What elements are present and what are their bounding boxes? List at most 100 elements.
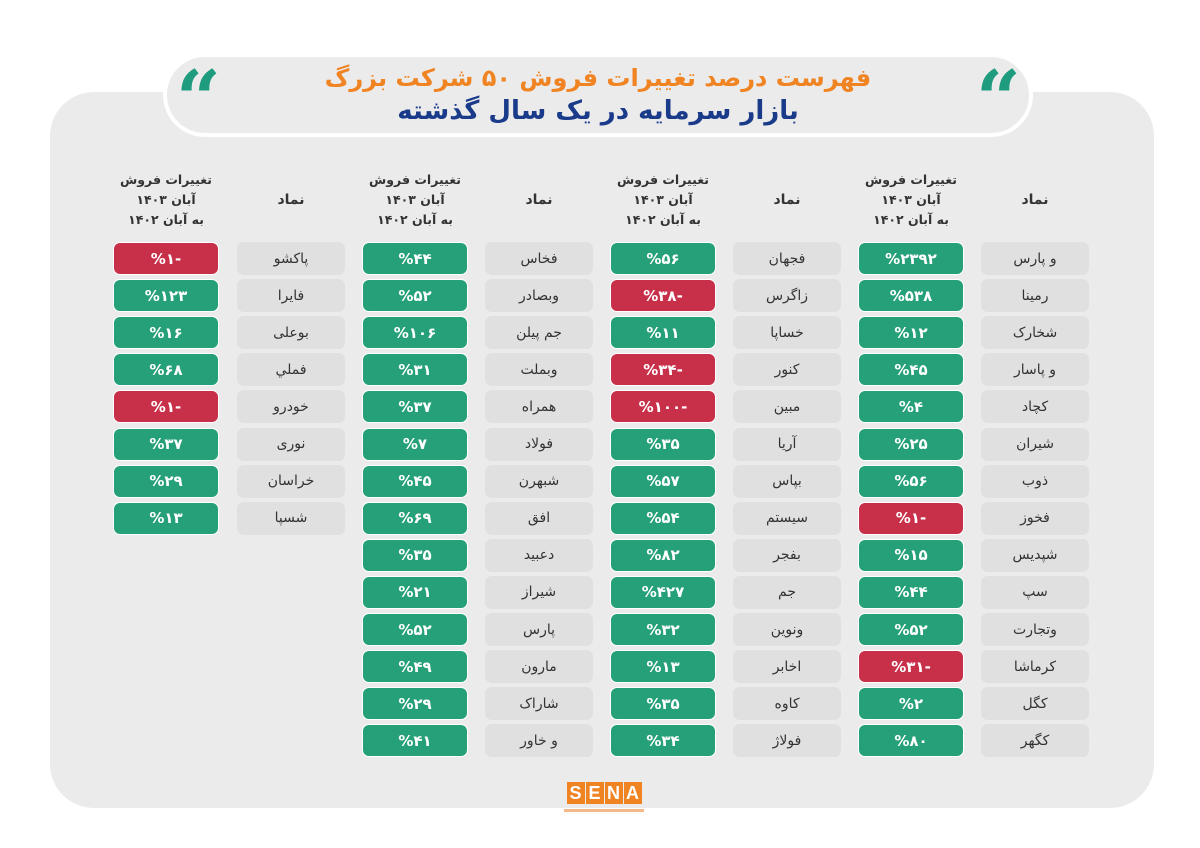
change-badge-positive: %۵۶ [858, 464, 964, 498]
change-badge-positive: %۱۳ [113, 501, 219, 535]
change-badge-positive: %۴۱ [362, 724, 468, 758]
symbol-cell: و خاور [485, 724, 593, 758]
title-line-2: بازار سرمایه در یک سال گذشته [397, 96, 799, 126]
symbol-cell: سیستم [733, 501, 841, 535]
symbol-cell: فجهان [733, 242, 841, 275]
change-badge-positive: %۳۷ [113, 427, 219, 461]
symbol-cell: شیران [981, 427, 1089, 461]
change-badge-positive: %۲ [858, 687, 964, 721]
change-badge-negative: -%۱ [858, 501, 964, 535]
change-column-header: تغییرات فروش آبان ۱۴۰۳ به آبان ۱۴۰۲ [110, 170, 222, 230]
change-badge-positive: %۱۲۳ [113, 279, 219, 313]
change-badge-positive: %۴۲۷ [610, 575, 716, 609]
change-badge-positive: %۱۶ [113, 316, 219, 350]
change-badge-positive: %۲۳۹۲ [858, 242, 964, 275]
change-badge-negative: -%۱ [113, 242, 219, 275]
symbol-cell: همراه [485, 390, 593, 424]
change-badge-positive: %۳۷ [362, 390, 468, 424]
change-header-line-2: آبان ۱۴۰۳ [633, 192, 693, 207]
symbol-cell: وتجارت [981, 613, 1089, 646]
change-header-line-2: آبان ۱۴۰۳ [881, 192, 941, 207]
logo-letter: S [566, 782, 585, 804]
logo-letter: E [585, 782, 604, 804]
change-header-line-1: تغییرات فروش [369, 172, 461, 187]
symbol-cell: کرماشا [981, 650, 1089, 684]
change-badge-positive: %۸۰ [858, 724, 964, 758]
symbol-cell: خساپا [733, 316, 841, 350]
symbol-cell: وبصادر [485, 279, 593, 313]
symbol-cell: شپدیس [981, 538, 1089, 572]
change-badge-negative: -%۱ [113, 390, 219, 424]
symbol-cell: شخارک [981, 316, 1089, 350]
open-quote-icon: “ [176, 54, 221, 145]
change-badge-positive: %۵۳۸ [858, 279, 964, 313]
change-column-header: تغییرات فروش آبان ۱۴۰۳ به آبان ۱۴۰۲ [359, 170, 471, 230]
change-header-line-3: به آبان ۱۴۰۲ [128, 212, 204, 227]
symbol-column-header: نماد [277, 192, 305, 208]
symbol-cell: بپاس [733, 464, 841, 498]
symbol-cell: فولاد [485, 427, 593, 461]
symbol-cell: اخابر [733, 650, 841, 684]
symbol-cell: پارس [485, 613, 593, 646]
change-badge-positive: %۱۵ [858, 538, 964, 572]
change-badge-positive: %۳۵ [362, 538, 468, 572]
change-badge-positive: %۳۲ [610, 613, 716, 646]
symbol-cell: سپ [981, 575, 1089, 609]
change-header-line-3: به آبان ۱۴۰۲ [625, 212, 701, 227]
symbol-cell: شسپا [237, 501, 345, 535]
change-badge-negative: -%۳۴ [610, 353, 716, 387]
symbol-cell: وبملت [485, 353, 593, 387]
symbol-cell: دعبید [485, 538, 593, 572]
symbol-cell: نوری [237, 427, 345, 461]
symbol-column-header: نماد [525, 192, 553, 208]
symbol-cell: جم [733, 575, 841, 609]
change-badge-positive: %۳۱ [362, 353, 468, 387]
logo-tagline-bar [564, 809, 644, 812]
change-header-line-1: تغییرات فروش [120, 172, 212, 187]
change-badge-positive: %۱۰۶ [362, 316, 468, 350]
title-banner: فهرست درصد تغییرات فروش ۵۰ شرکت بزرگ باز… [163, 53, 1033, 137]
symbol-cell: مبین [733, 390, 841, 424]
change-badge-positive: %۵۲ [362, 613, 468, 646]
symbol-cell: کگل [981, 687, 1089, 721]
symbol-cell: و پاسار [981, 353, 1089, 387]
change-badge-positive: %۵۶ [610, 242, 716, 275]
change-badge-positive: %۶۹ [362, 501, 468, 535]
change-badge-positive: %۳۴ [610, 724, 716, 758]
change-badge-positive: %۴۵ [858, 353, 964, 387]
symbol-cell: فولاژ [733, 724, 841, 758]
change-header-line-3: به آبان ۱۴۰۲ [873, 212, 949, 227]
change-badge-positive: %۴۴ [362, 242, 468, 275]
symbol-cell: خراسان [237, 464, 345, 498]
change-badge-positive: %۷ [362, 427, 468, 461]
change-badge-positive: %۲۵ [858, 427, 964, 461]
symbol-cell: فملي [237, 353, 345, 387]
symbol-cell: آریا [733, 427, 841, 461]
change-badge-negative: -%۱۰۰ [610, 390, 716, 424]
symbol-cell: زاگرس [733, 279, 841, 313]
change-header-line-2: آبان ۱۴۰۳ [385, 192, 445, 207]
change-badge-positive: %۲۹ [362, 687, 468, 721]
change-badge-positive: %۶۸ [113, 353, 219, 387]
symbol-cell: جم پیلن [485, 316, 593, 350]
change-header-line-1: تغییرات فروش [865, 172, 957, 187]
change-badge-positive: %۱۱ [610, 316, 716, 350]
change-header-line-3: به آبان ۱۴۰۲ [377, 212, 453, 227]
symbol-cell: کاوه [733, 687, 841, 721]
symbol-cell: فایرا [237, 279, 345, 313]
change-badge-negative: -%۳۸ [610, 279, 716, 313]
change-badge-positive: %۵۷ [610, 464, 716, 498]
symbol-column-header: نماد [1021, 192, 1049, 208]
symbol-cell: افق [485, 501, 593, 535]
content-panel [50, 92, 1154, 808]
change-badge-positive: %۴۴ [858, 575, 964, 609]
change-badge-positive: %۸۲ [610, 538, 716, 572]
change-badge-positive: %۴۵ [362, 464, 468, 498]
change-badge-positive: %۴ [858, 390, 964, 424]
change-badge-positive: %۲۹ [113, 464, 219, 498]
symbol-cell: کنور [733, 353, 841, 387]
symbol-cell: ذوب [981, 464, 1089, 498]
symbol-column-header: نماد [773, 192, 801, 208]
symbol-cell: و پارس [981, 242, 1089, 275]
